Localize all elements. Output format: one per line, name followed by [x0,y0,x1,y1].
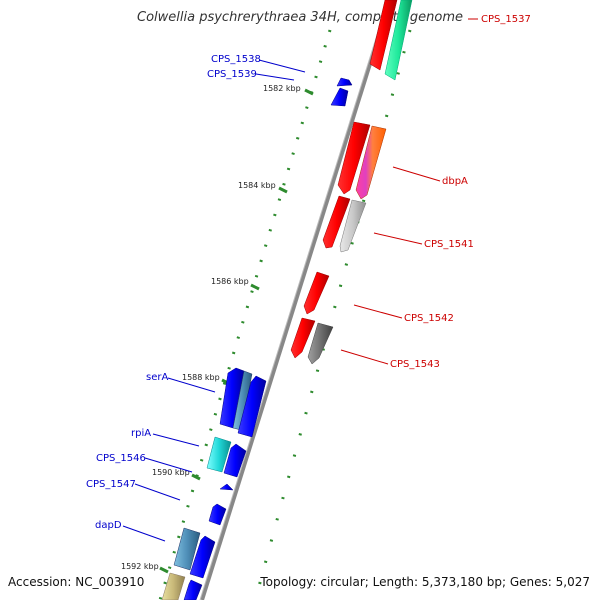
label-cps-1547[interactable]: CPS_1547 [86,479,136,490]
label-serA[interactable]: serA [146,372,168,383]
svg-text:1592 kbp: 1592 kbp [121,562,159,571]
topology-text: Topology: circular; Length: 5,373,180 bp… [260,575,590,589]
tick-1592: 1592 kbp [121,562,169,574]
svg-text:1582 kbp: 1582 kbp [263,84,301,93]
label-dbpA[interactable]: dbpA [442,176,468,187]
svg-text:1586 kbp: 1586 kbp [211,277,249,286]
svg-text:1584 kbp: 1584 kbp [238,181,276,190]
tick-1586: 1586 kbp [211,277,260,291]
genome-backbone [200,0,392,600]
label-cps-1542[interactable]: CPS_1542 [404,313,454,324]
gene-partial-bottom[interactable] [161,572,203,600]
gene-cps-1547[interactable] [208,503,227,526]
tick-1588: 1588 kbp [182,373,231,386]
label-cps-1543[interactable]: CPS_1543 [390,359,440,370]
svg-text:1588 kbp: 1588 kbp [182,373,220,382]
reverse-tick-track [158,29,332,600]
gene-rpiA[interactable] [206,436,247,478]
tick-1584: 1584 kbp [238,181,288,194]
gene-serA[interactable] [219,367,267,438]
gene-dbpA[interactable] [337,121,387,200]
forward-tick-track [256,29,412,591]
gene-dapD[interactable] [173,527,216,579]
reverse-label-connectors [122,59,306,542]
gene-cps-1541[interactable] [322,195,367,253]
gene-cps-1539[interactable] [330,87,349,107]
svg-text:1590 kbp: 1590 kbp [152,468,190,477]
label-cps-1537[interactable]: CPS_1537 [481,14,531,25]
gene-cps-1542[interactable] [303,271,330,315]
accession-text: Accession: NC_003910 [8,575,145,589]
tick-1590: 1590 kbp [152,468,201,481]
gene-cps-1538[interactable] [336,77,353,87]
label-cps-1538[interactable]: CPS_1538 [211,54,261,65]
forward-label-connectors [340,18,478,365]
gene-cps-1543[interactable] [290,317,334,365]
label-cps-1539[interactable]: CPS_1539 [207,69,257,80]
label-cps-1546[interactable]: CPS_1546 [96,453,146,464]
label-cps-1541[interactable]: CPS_1541 [424,239,474,250]
gene-cps-1546[interactable] [219,483,234,491]
label-rpiA[interactable]: rpiA [131,428,151,439]
genome-backbone-highlight [199,0,389,600]
gene-cps-1537[interactable] [369,0,413,81]
label-dapD[interactable]: dapD [95,520,122,531]
tick-1582: 1582 kbp [263,84,314,96]
